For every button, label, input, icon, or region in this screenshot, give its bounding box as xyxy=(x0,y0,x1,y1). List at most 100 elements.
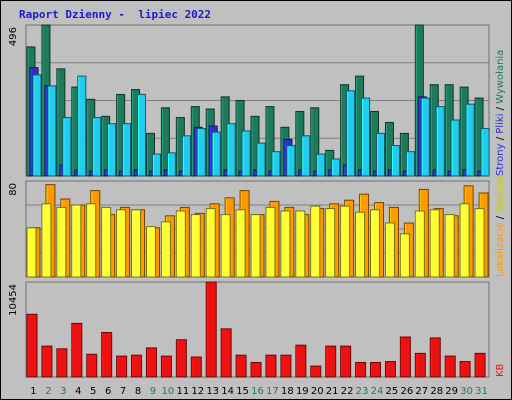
x-tick-label: 1 xyxy=(30,386,36,397)
bar-top-files xyxy=(196,128,206,177)
bar-mid-sites-body xyxy=(86,203,97,278)
bar-bot-kb xyxy=(340,345,352,378)
bar-bot-kb-body xyxy=(86,353,98,378)
bar-mid-sites-body xyxy=(250,214,261,278)
bar-mid-sites-body xyxy=(414,210,425,278)
x-tick-label: 3 xyxy=(60,386,66,397)
bar-mid-sites-body xyxy=(116,209,127,278)
bar-top-files-body xyxy=(316,153,326,177)
bar-top-files-body xyxy=(331,158,341,177)
bar-mid-sites xyxy=(414,210,425,278)
bar-bot-kb-body xyxy=(250,361,262,378)
bar-mid-sites-body xyxy=(175,210,186,278)
bar-mid-sites xyxy=(444,214,455,278)
legend-entry: Strony xyxy=(495,143,506,176)
bar-mid-sites xyxy=(160,221,171,278)
bar-mid-sites-body xyxy=(26,227,37,278)
bar-bot-kb xyxy=(310,365,322,378)
bar-bot-kb-body xyxy=(190,356,202,378)
y-max-label-middle: 80 xyxy=(8,183,19,196)
bar-top-files-body xyxy=(390,145,400,177)
bar-mid-sites-body xyxy=(56,206,67,278)
bar-bot-kb-body xyxy=(145,347,157,378)
bar-top-files xyxy=(166,152,176,177)
bar-top-files xyxy=(107,123,117,177)
bar-mid-sites-body xyxy=(235,209,246,278)
x-tick-label: 7 xyxy=(120,386,126,397)
bar-bot-kb-body xyxy=(56,348,68,378)
legend-entry: Wejścia xyxy=(494,175,506,213)
bar-bot-kb xyxy=(265,354,277,378)
bar-top-files xyxy=(137,93,147,177)
bar-bot-kb xyxy=(280,354,292,378)
bar-mid-sites xyxy=(205,208,216,278)
bar-mid-sites-body xyxy=(370,209,381,278)
bar-mid-sites-body xyxy=(459,203,470,278)
bar-top-files xyxy=(271,151,281,177)
bar-bot-kb-body xyxy=(131,354,143,378)
bar-mid-sites xyxy=(41,203,52,278)
bar-mid-sites xyxy=(399,233,410,278)
bar-bot-kb xyxy=(370,361,382,378)
x-tick-label: 9 xyxy=(150,386,156,397)
bar-mid-sites xyxy=(250,214,261,278)
bar-bot-kb xyxy=(190,356,202,378)
bar-top-files xyxy=(151,153,161,177)
bar-top-files-body xyxy=(405,151,415,177)
bar-bot-kb-body xyxy=(101,331,113,378)
bar-top-files-body xyxy=(420,97,430,177)
legend-separator: / xyxy=(495,213,506,223)
bar-bot-kb-body xyxy=(220,328,232,378)
bar-bot-kb xyxy=(384,361,396,378)
x-tick-label: 14 xyxy=(221,386,234,397)
x-tick-label: 11 xyxy=(176,386,189,397)
bar-mid-sites xyxy=(101,206,112,278)
x-tick-label: 17 xyxy=(266,386,279,397)
bar-mid-sites xyxy=(295,210,306,278)
bar-top-files xyxy=(47,85,57,177)
bar-mid-sites xyxy=(71,204,82,278)
bar-bot-kb xyxy=(160,355,172,378)
x-tick-label: 18 xyxy=(281,386,294,397)
bar-mid-sites xyxy=(474,208,485,278)
bar-top-files xyxy=(465,103,475,177)
bar-top-files xyxy=(32,74,42,177)
bar-bot-kb-body xyxy=(444,355,456,378)
bar-bot-kb-body xyxy=(325,345,337,378)
bar-mid-sites-body xyxy=(399,233,410,278)
bar-bot-kb xyxy=(145,347,157,378)
bar-bot-kb xyxy=(399,336,411,378)
bar-mid-sites-body xyxy=(310,205,321,278)
x-tick-label: 15 xyxy=(236,386,249,397)
bar-bot-kb xyxy=(355,361,367,378)
bar-mid-sites xyxy=(325,208,336,278)
y-max-label-top: 496 xyxy=(8,27,19,46)
bar-mid-sites-body xyxy=(205,208,216,278)
bar-mid-sites-body xyxy=(429,209,440,278)
bar-mid-sites-body xyxy=(101,206,112,278)
bar-bot-kb xyxy=(235,354,247,378)
bar-mid-sites-body xyxy=(131,209,142,278)
bar-bot-kb xyxy=(444,355,456,378)
bar-top-files-body xyxy=(286,145,296,177)
bar-top-files xyxy=(390,145,400,177)
bar-bot-kb-body xyxy=(205,281,217,378)
bar-bot-kb xyxy=(220,328,232,378)
legend-entry: KB xyxy=(495,363,506,377)
bar-mid-sites xyxy=(116,209,127,278)
bar-mid-sites-body xyxy=(325,208,336,278)
bar-bot-kb-body xyxy=(370,361,382,378)
bar-bot-kb xyxy=(325,345,337,378)
bar-bot-kb xyxy=(86,353,98,378)
bar-mid-sites xyxy=(265,206,276,278)
bar-top-files-body xyxy=(435,106,445,177)
bar-bot-kb xyxy=(175,339,187,378)
bar-top-files-body xyxy=(211,131,221,177)
bar-top-files-body xyxy=(271,151,281,177)
bar-bot-kb-body xyxy=(160,355,172,378)
y-max-label-bottom: 10454 xyxy=(8,284,19,316)
bar-mid-sites xyxy=(429,209,440,278)
bar-bot-kb xyxy=(131,354,143,378)
x-tick-label: 13 xyxy=(206,386,219,397)
x-tick-label: 5 xyxy=(90,386,96,397)
